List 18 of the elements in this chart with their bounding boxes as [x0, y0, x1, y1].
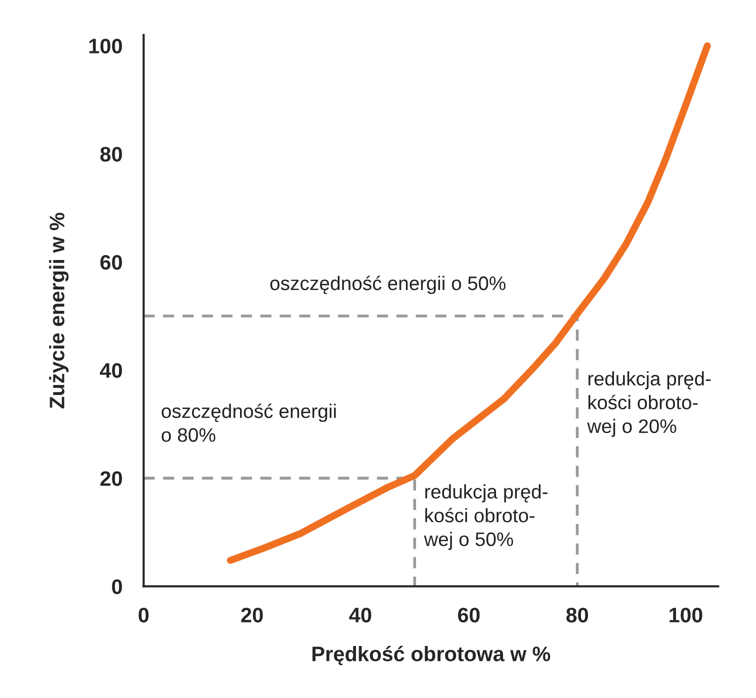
y-tick-label: 80 — [100, 146, 122, 162]
y-axis-title: Zużycie energii w % — [49, 212, 69, 408]
y-tick-label: 40 — [100, 363, 122, 378]
x-axis-title: Prędkość obrotowa w % — [312, 646, 550, 666]
annotation: redukcja pręd- kości obroto- wej o 50% — [424, 484, 548, 550]
annotation: oszczędność energii o 80% — [162, 404, 336, 442]
x-tick-label: 80 — [566, 608, 588, 622]
y-tick-label: 0 — [112, 579, 122, 594]
y-tick-label: 60 — [100, 254, 122, 270]
y-tick-label: 100 — [89, 38, 122, 54]
y-tick-label: 20 — [100, 471, 122, 486]
x-tick-label: 40 — [349, 608, 372, 622]
x-tick-label: 60 — [458, 608, 480, 622]
x-tick-label: 100 — [670, 608, 702, 622]
x-tick-label: 20 — [241, 608, 263, 622]
annotation: redukcja pręd- kości obroto- wej o 20% — [587, 371, 711, 437]
x-tick-label: 0 — [138, 608, 149, 622]
annotation: oszczędność energii o 50% — [270, 276, 506, 294]
